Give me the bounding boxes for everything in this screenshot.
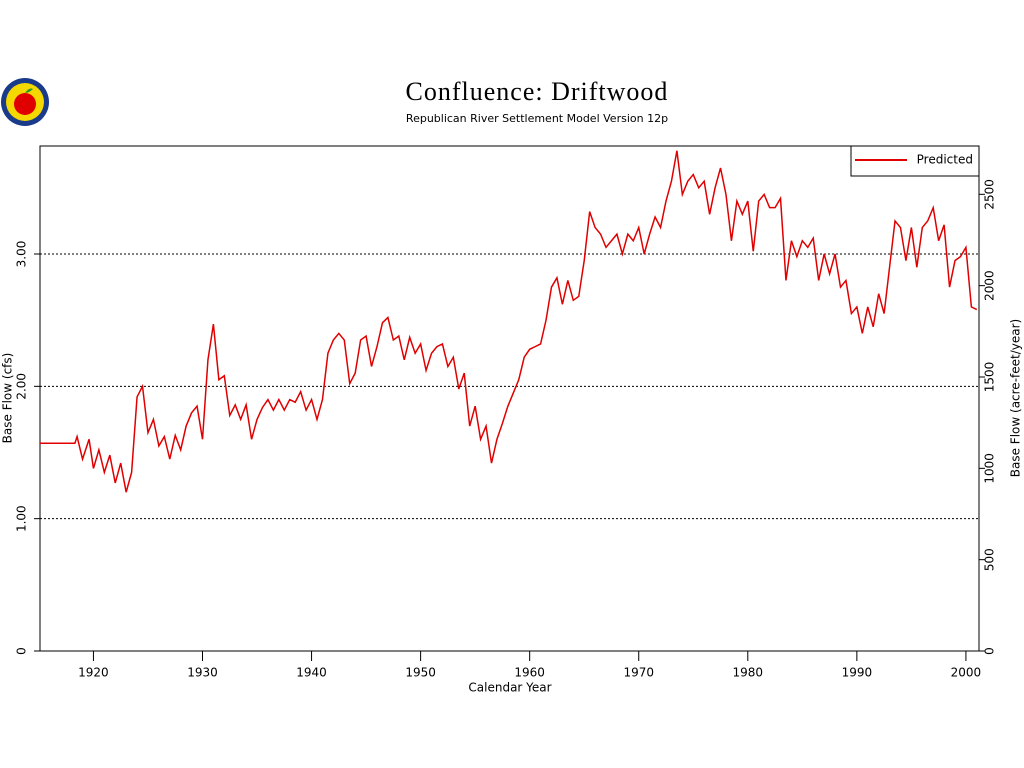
chart-subtitle: Republican River Settlement Model Versio… (406, 112, 668, 125)
y2-tick-label: 500 (983, 548, 997, 571)
y2-tick-label: 0 (983, 647, 997, 655)
x-tick-label: 1990 (842, 666, 873, 680)
x-tick-label: 1920 (78, 666, 109, 680)
x-tick-label: 1930 (187, 666, 218, 680)
y2-tick-label: 2000 (983, 270, 997, 301)
y-axis-label: Base Flow (cfs) (1, 353, 15, 444)
y-tick-label: 2.00 (15, 373, 29, 400)
logo (1, 78, 49, 126)
x-tick-label: 1970 (623, 666, 654, 680)
x-tick-label: 2000 (951, 666, 982, 680)
data-line (40, 150, 978, 493)
x-tick-label: 1950 (405, 666, 436, 680)
y2-tick-label: 1500 (983, 362, 997, 393)
y-tick-label: 0 (15, 647, 29, 655)
plot-frame (39, 145, 980, 652)
y-tick-label: 3.00 (15, 241, 29, 268)
y-tick-label: 1.00 (15, 505, 29, 532)
chart-title: Confluence: Driftwood (406, 77, 669, 106)
y2-axis-label: Base Flow (acre-feet/year) (1009, 319, 1023, 477)
x-tick-label: 1980 (733, 666, 764, 680)
x-axis-label: Calendar Year (468, 681, 551, 695)
y2-tick-label: 1000 (983, 453, 997, 484)
x-tick-label: 1940 (296, 666, 327, 680)
y2-tick-label: 2500 (983, 179, 997, 210)
legend-label: Predicted (917, 153, 973, 167)
x-tick-label: 1960 (514, 666, 545, 680)
